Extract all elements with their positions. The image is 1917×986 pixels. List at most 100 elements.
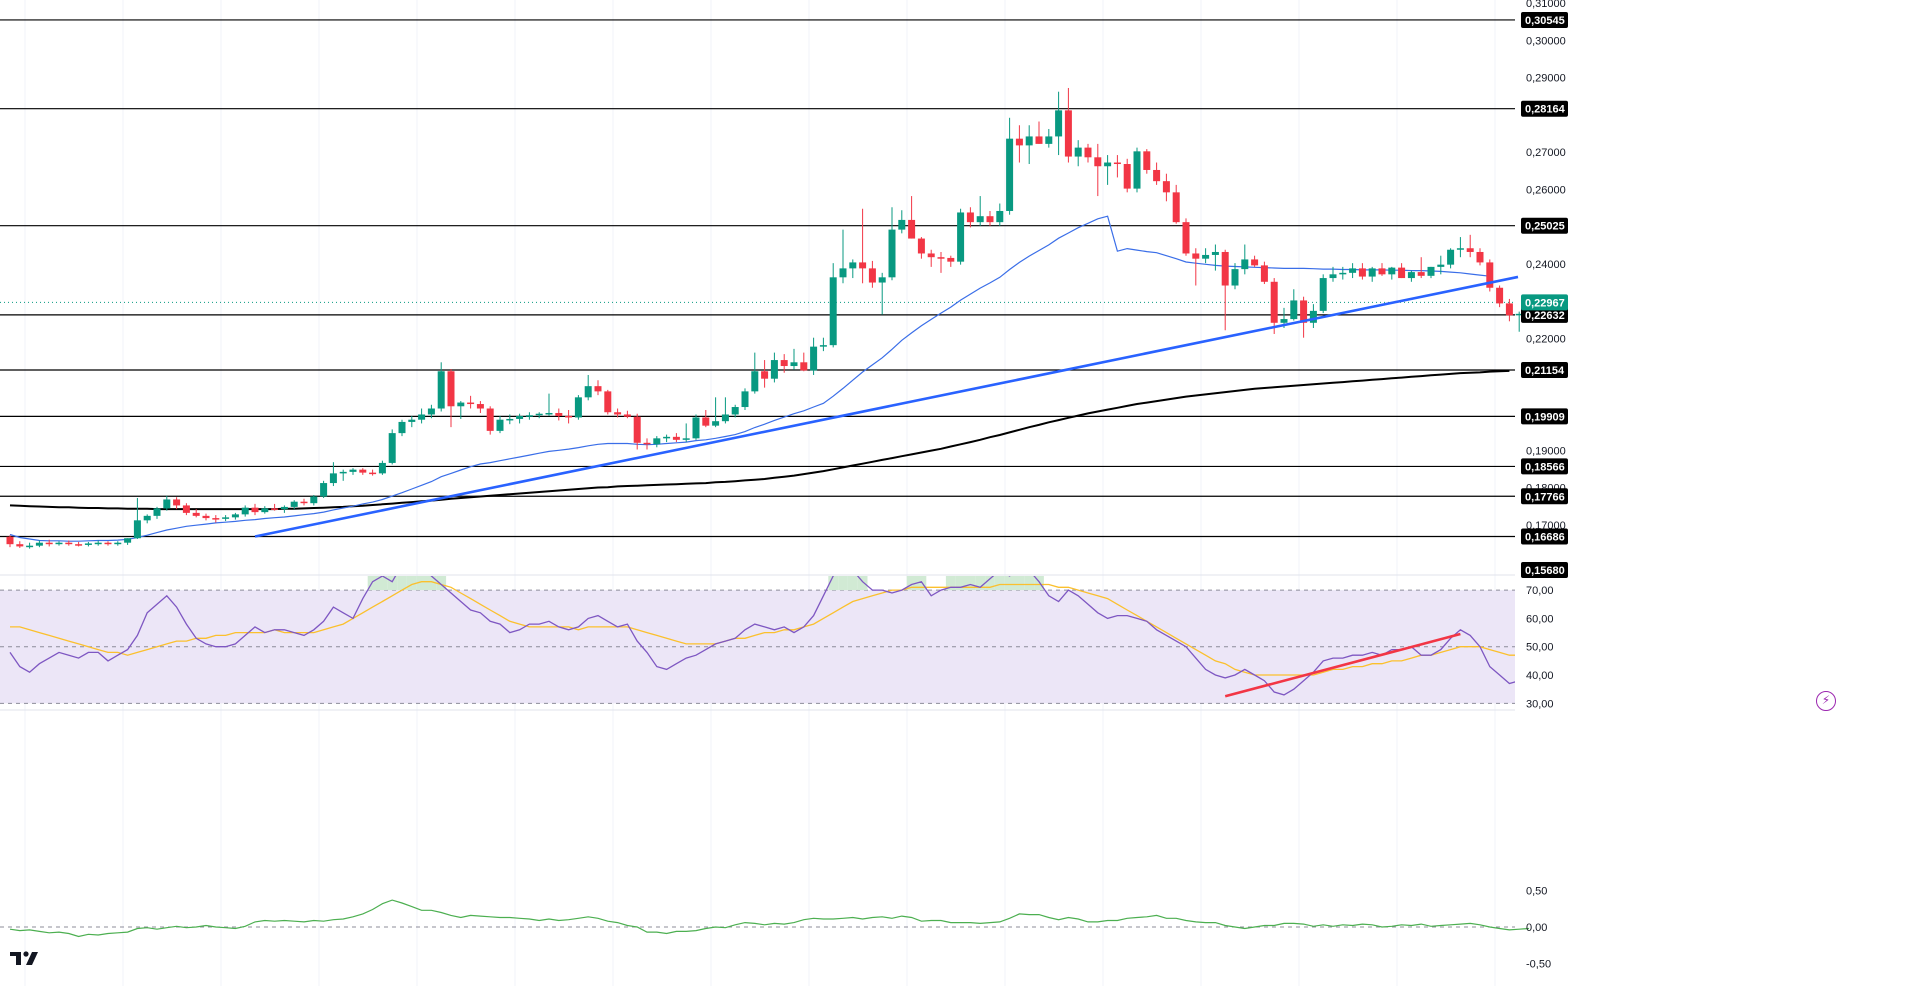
lightning-icon[interactable]: ⚡ [1816, 691, 1836, 711]
candle [1270, 278, 1278, 334]
candle [633, 413, 641, 450]
candle-body [555, 412, 563, 416]
candle [859, 208, 867, 284]
candle-body [94, 542, 102, 545]
candle [418, 408, 426, 424]
candle-body [329, 473, 337, 484]
candle-body [937, 257, 945, 259]
moving-averages [9, 215, 1510, 542]
candle-body [614, 412, 622, 415]
candle [1368, 266, 1376, 282]
candle [212, 515, 220, 523]
tradingview-logo[interactable] [8, 948, 44, 968]
rsi-tick-label: 70,00 [1526, 585, 1554, 597]
candle [957, 208, 965, 265]
level-label-bg [1521, 488, 1568, 505]
candle [927, 249, 935, 267]
candle-body [584, 386, 592, 398]
rsi-overbought-fill [955, 576, 966, 591]
candle-body [692, 417, 700, 439]
candle [868, 260, 876, 288]
price-tick-label: 0,29000 [1526, 73, 1566, 85]
candle-body [310, 496, 318, 504]
candle [339, 469, 347, 481]
candle-body [271, 508, 279, 510]
candle-body [457, 402, 465, 407]
horizontal-levels [0, 19, 1515, 538]
sma-slow-line [9, 369, 1510, 511]
rsi-overbought-fill [965, 576, 976, 591]
candle [75, 541, 83, 547]
candle [849, 259, 857, 279]
candle-body [751, 371, 759, 392]
candle [300, 498, 308, 506]
candle [1349, 263, 1357, 279]
candle-body [45, 542, 53, 545]
candle [1505, 298, 1513, 322]
candle [653, 436, 661, 448]
candle-body [780, 360, 788, 367]
price-axis[interactable]: 0,31000 0,30000 0,29000 0,27000 0,26000 0,240… [1521, 0, 1568, 970]
candle [574, 395, 582, 420]
candle-body [633, 416, 641, 443]
rsi-band [0, 590, 1515, 704]
candle-body [1447, 249, 1455, 265]
candle-body [1231, 269, 1239, 286]
momentum-tick-label: 0,50 [1526, 886, 1547, 898]
candle-body [731, 407, 739, 415]
candle [996, 203, 1004, 226]
candle [1437, 255, 1445, 275]
candle [1133, 147, 1141, 193]
candle-body [663, 436, 671, 439]
candle [623, 410, 631, 419]
candle [721, 397, 729, 424]
candle-body [1456, 248, 1464, 250]
candle [45, 539, 53, 547]
candle-body [1358, 268, 1366, 277]
candle [525, 412, 533, 420]
level-label: 0,18566 [1525, 461, 1565, 473]
candle-body [290, 501, 298, 507]
candle [878, 272, 886, 315]
level-label-bg [1521, 306, 1568, 323]
candle [124, 538, 132, 545]
candle-body [594, 386, 602, 392]
candle [359, 468, 367, 475]
rsi-overbought-fill [426, 576, 437, 591]
candle [16, 541, 24, 548]
candle-body [986, 216, 994, 223]
candle [1006, 117, 1014, 215]
level-label-bg [1521, 100, 1568, 117]
candle-body [143, 515, 151, 521]
candle [1025, 125, 1033, 165]
candle [231, 512, 239, 520]
candle-body [1123, 164, 1131, 189]
rsi-overbought-fill [847, 576, 858, 591]
momentum-tick-label: 0,00 [1526, 922, 1547, 934]
candle-body [241, 507, 249, 515]
candle-body [192, 512, 200, 516]
candle-body [565, 415, 573, 418]
candle [1251, 255, 1259, 267]
candle-body [16, 544, 24, 547]
candle-body [1427, 266, 1435, 276]
candle-body [1045, 136, 1053, 144]
rsi-overbought-fill [828, 576, 839, 591]
candle [888, 207, 896, 281]
momentum-line [9, 899, 1530, 938]
rsi-overbought-fill [906, 576, 917, 591]
candle-body [300, 501, 308, 504]
candle-body [35, 542, 43, 546]
candle-body [1133, 151, 1141, 189]
candle [84, 541, 92, 547]
candle-body [917, 238, 925, 254]
current-price-label: 0,22967 [1525, 297, 1565, 309]
candle-body [1280, 319, 1288, 323]
candle [1466, 234, 1474, 258]
rsi-pane [0, 576, 1515, 704]
price-tick-label: 0,26000 [1526, 184, 1566, 196]
candle [516, 413, 524, 424]
candle-body [1437, 264, 1445, 267]
candle [320, 480, 328, 498]
